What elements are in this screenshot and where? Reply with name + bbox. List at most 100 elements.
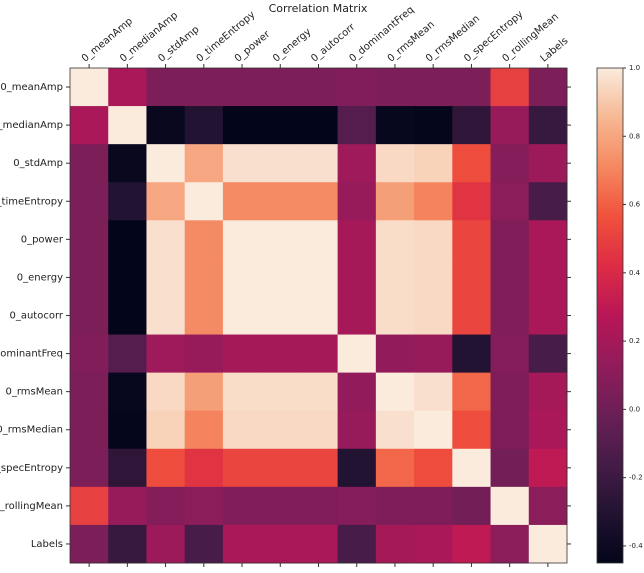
y-tick-label: 0_rmsMedian bbox=[0, 425, 63, 436]
heatmap-cell bbox=[452, 334, 492, 374]
y-tick-label: 0_timeEntropy bbox=[0, 196, 63, 207]
colorbar-tick-label: -0.2 bbox=[629, 474, 643, 482]
heatmap-cell bbox=[108, 144, 147, 183]
heatmap-cell bbox=[337, 448, 377, 488]
heatmap-cell bbox=[375, 524, 415, 564]
heatmap-cell bbox=[490, 410, 530, 450]
heatmap-cell bbox=[337, 410, 377, 450]
heatmap-cell bbox=[375, 258, 415, 297]
x-tick-label: 0_power bbox=[233, 28, 273, 64]
heatmap-cell bbox=[146, 334, 186, 374]
heatmap-cell bbox=[452, 524, 492, 564]
heatmap-cell bbox=[70, 106, 109, 145]
heatmap-cell bbox=[146, 144, 186, 183]
heatmap-cell bbox=[146, 68, 186, 107]
heatmap-cell bbox=[337, 258, 377, 297]
heatmap-cell bbox=[70, 68, 109, 107]
heatmap-cell bbox=[261, 144, 300, 183]
colorbar: -0.4 -0.2 0.0 0.2 0.4 0.6 0.8 1.0 bbox=[596, 64, 643, 564]
heatmap-cell bbox=[452, 106, 492, 145]
heatmap-cell bbox=[375, 106, 415, 145]
heatmap-cell bbox=[490, 106, 530, 145]
heatmap-cell bbox=[184, 448, 224, 488]
heatmap-cell bbox=[261, 68, 300, 107]
heatmap-cell bbox=[184, 258, 224, 297]
heatmap-cell bbox=[299, 182, 339, 221]
heatmap-cell bbox=[375, 220, 415, 259]
heatmap-cell bbox=[375, 144, 415, 183]
heatmap-cell bbox=[222, 524, 262, 564]
heatmap-cell bbox=[490, 220, 530, 259]
heatmap-cell bbox=[490, 448, 530, 488]
heatmap-cell bbox=[490, 524, 530, 564]
heatmap-cell bbox=[490, 258, 530, 297]
heatmap-cell bbox=[337, 182, 377, 221]
heatmap-cell bbox=[146, 524, 186, 564]
heatmap-cell bbox=[528, 524, 568, 564]
heatmap-cell bbox=[299, 68, 339, 107]
y-tick-label: 0_energy bbox=[17, 272, 63, 283]
heatmap-cell bbox=[452, 486, 492, 526]
heatmap-cell bbox=[261, 220, 300, 259]
heatmap-cell bbox=[528, 296, 568, 336]
heatmap-cell bbox=[70, 220, 109, 259]
heatmap-cell bbox=[452, 448, 492, 488]
heatmap-cell bbox=[261, 106, 300, 145]
heatmap-cell bbox=[108, 486, 147, 526]
y-tick-label: 0_rollingMean bbox=[0, 501, 63, 512]
heatmap-cell bbox=[261, 410, 300, 450]
colorbar-gradient bbox=[596, 67, 624, 564]
x-tick-label: Labels bbox=[539, 35, 571, 64]
colorbar-tick-label: 0.6 bbox=[629, 201, 641, 209]
heatmap-cell bbox=[414, 296, 453, 336]
heatmap-cell bbox=[414, 372, 453, 412]
heatmap-cell bbox=[490, 144, 530, 183]
heatmap-cell bbox=[146, 372, 186, 412]
heatmap-cell bbox=[414, 258, 453, 297]
heatmap-cell bbox=[222, 334, 262, 374]
heatmap-cell bbox=[222, 410, 262, 450]
heatmap-cell bbox=[452, 410, 492, 450]
heatmap-cell bbox=[337, 106, 377, 145]
heatmap-cell bbox=[528, 258, 568, 297]
heatmap-cell bbox=[108, 410, 147, 450]
heatmap-cell bbox=[490, 486, 530, 526]
heatmap-cell bbox=[108, 372, 147, 412]
colorbar-tick-label: -0.4 bbox=[629, 542, 643, 550]
heatmap-cell bbox=[528, 334, 568, 374]
heatmap-cell bbox=[222, 372, 262, 412]
heatmap-cell bbox=[337, 220, 377, 259]
heatmap-cell bbox=[490, 182, 530, 221]
heatmap-cell bbox=[222, 220, 262, 259]
colorbar-tick-label: 0.0 bbox=[629, 405, 640, 413]
heatmap-cell bbox=[299, 334, 339, 374]
heatmap-cell bbox=[414, 410, 453, 450]
heatmap-cell bbox=[146, 448, 186, 488]
heatmap-cell bbox=[70, 182, 109, 221]
heatmap-cell bbox=[184, 372, 224, 412]
heatmap-cell bbox=[184, 296, 224, 336]
heatmap-cell bbox=[222, 448, 262, 488]
heatmap-cell bbox=[299, 372, 339, 412]
heatmap-cell bbox=[528, 144, 568, 183]
heatmap-cell bbox=[337, 524, 377, 564]
heatmap-cell bbox=[108, 220, 147, 259]
heatmap-cell bbox=[70, 372, 109, 412]
y-tick-label: 0_specEntropy bbox=[0, 463, 63, 474]
heatmap-cell bbox=[414, 524, 453, 564]
heatmap-cell bbox=[490, 372, 530, 412]
y-tick-label: 0_autocorr bbox=[9, 311, 63, 322]
heatmap-cell bbox=[222, 68, 262, 107]
heatmap-cell bbox=[414, 220, 453, 259]
heatmap-cell bbox=[414, 334, 453, 374]
heatmap-cell bbox=[70, 448, 109, 488]
heatmap-cell bbox=[337, 486, 377, 526]
colorbar-tick-label: 1.0 bbox=[629, 64, 640, 72]
heatmap-cell bbox=[261, 524, 300, 564]
heatmap-cell bbox=[299, 296, 339, 336]
heatmap-cell bbox=[337, 296, 377, 336]
heatmap-cell bbox=[70, 524, 109, 564]
heatmap-cell bbox=[108, 68, 147, 107]
y-tick-label: 0_stdAmp bbox=[13, 158, 63, 169]
